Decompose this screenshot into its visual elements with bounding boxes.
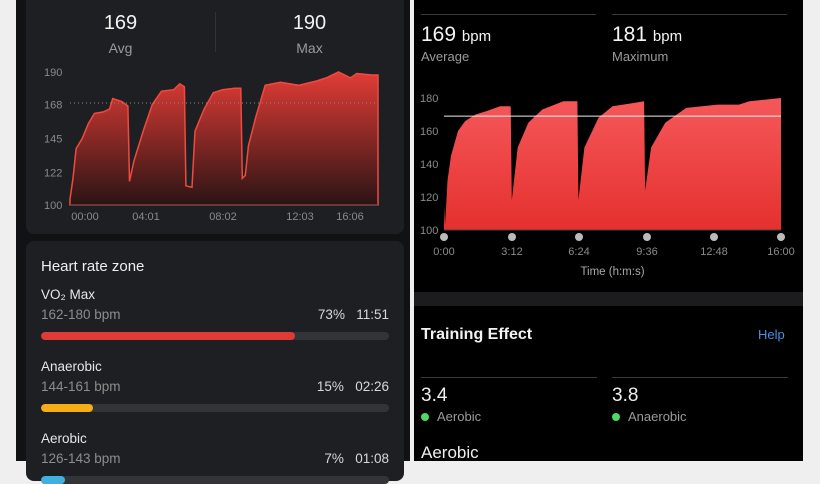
average-value: 169 [421,23,457,46]
average-unit: bpm [461,28,492,45]
zone-time: 02:26 [355,379,389,394]
y-tick-label: 145 [44,134,62,146]
y-tick-label: 100 [44,200,62,212]
y-tick-label: 190 [44,67,62,79]
zone-range: 144-161 bpm [41,379,121,394]
zone-progress-bar [41,332,389,340]
zone-progress-bar [41,476,389,484]
x-tick-dot [575,233,583,241]
avg-value: 169 [103,12,138,34]
y-tick-label: 120 [420,192,438,204]
x-tick-label: 08:02 [209,211,237,223]
max-value: 190 [292,12,327,34]
zone-progress-fill [41,404,94,412]
zone-percent: 73% [317,307,345,322]
y-tick-label: 160 [420,126,438,138]
x-tick-dot [710,233,718,241]
anaerobic-effect-value: 3.8 [612,385,639,406]
zones-title: Heart rate zone [41,258,145,275]
zone-name: Anaerobic [41,359,102,374]
avg-stat: 169 Avg [26,12,215,56]
y-tick-label: 140 [420,159,438,171]
x-tick-label: 12:48 [700,246,728,258]
heart-rate-area [69,71,379,206]
right-screenshot: 169 bpm Average 181 bpm Maximum 100 120 14… [414,0,803,461]
y-tick-label: 100 [420,225,438,237]
y-tick-label: 168 [44,100,62,112]
anaerobic-effect-label: Anaerobic [628,409,687,424]
zone-time: 11:51 [356,307,389,322]
x-axis-label: Time (h:m:s) [580,266,644,278]
heart-rate-chart-right: 100 120 140 160 180 0:00 3:12 6:24 9:36 12:48 16:0… [420,93,795,278]
zone-progress-bar [41,404,389,412]
x-tick-dot [440,233,448,241]
aerobic-effect-value: 3.4 [421,385,448,406]
y-tick-label: 122 [44,167,62,179]
average-label: Average [421,49,470,64]
max-label: Max [296,40,323,56]
divider [215,12,216,52]
help-link[interactable]: Help [758,327,785,342]
x-tick-label: 16:00 [767,246,795,258]
zone-percent: 15% [316,379,344,394]
zone-name: VO₂ Max [41,287,95,302]
maximum-unit: bpm [652,28,683,45]
x-tick-label: 9:36 [636,246,657,258]
x-tick-dot [508,233,516,241]
zone-range: 162-180 bpm [41,307,121,322]
x-tick-label: 12:03 [286,211,314,223]
aerobic-effect: 3.4 Aerobic [421,377,597,424]
x-tick-label: 16:06 [336,211,364,223]
maximum-stat: 181 bpm Maximum [612,14,787,64]
x-tick-dot [777,233,785,241]
x-tick-label: 3:12 [501,246,522,258]
aerobic-effect-label: Aerobic [437,409,482,424]
section-separator [414,292,803,306]
aerobic-section-title: Aerobic [421,443,479,462]
zone-range: 126-143 bpm [41,451,121,466]
training-effect-title: Training Effect [421,326,533,343]
avg-label: Avg [108,40,133,56]
x-tick-label: 00:00 [71,211,99,223]
zone-item: VO₂ Max 162-180 bpm 73% 11:51 [41,287,389,340]
max-stat: 190 Max [215,12,404,56]
zone-progress-fill [41,332,296,340]
status-dot-icon [612,412,620,421]
x-tick-label: 04:01 [132,211,160,223]
zone-name: Aerobic [41,431,87,446]
heart-rate-area [444,98,781,230]
zone-progress-fill [41,476,66,484]
heart-rate-chart-left: 100 122 145 168 190 00:00 04:01 08:02 12:03 16:06 [44,67,379,223]
x-tick-label: 6:24 [568,246,589,258]
anaerobic-effect: 3.8 Anaerobic [612,377,788,424]
zone-item: Aerobic 126-143 bpm 7% 01:08 [41,431,389,484]
x-tick-dot [643,233,651,241]
zone-percent: 7% [324,451,344,466]
maximum-value: 181 [612,23,648,46]
zone-item: Anaerobic 144-161 bpm 15% 02:26 [41,359,389,412]
status-dot-icon [421,412,429,421]
zone-time: 01:08 [355,451,389,466]
average-stat: 169 bpm Average [421,14,596,64]
heart-rate-card: 169 Avg 190 Max 100 122 145 168 190 00:00 04:0… [26,0,404,234]
left-screenshot: 169 Avg 190 Max 100 122 145 168 190 00:00 04:0… [16,0,410,484]
maximum-label: Maximum [612,49,669,64]
x-tick-label: 0:00 [433,246,454,258]
y-tick-label: 180 [420,93,438,105]
